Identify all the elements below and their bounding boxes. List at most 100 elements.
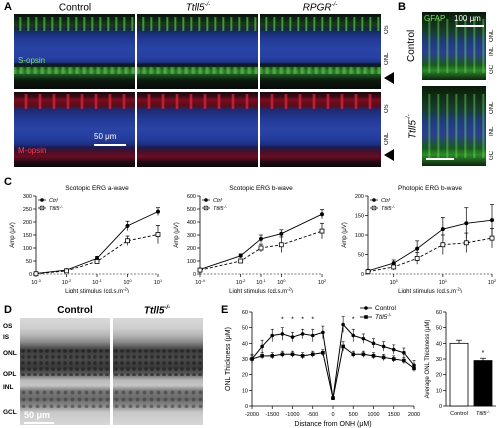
c2-title: Scotopic ERG b-wave bbox=[229, 185, 293, 192]
c2-y-tick-label: 300 bbox=[187, 233, 196, 239]
c2-x-tick-label: 100 bbox=[277, 279, 285, 286]
e1-y-label: ONL Thickness (μM) bbox=[225, 327, 232, 391]
c2-legend-ctrl-text: Ctrl bbox=[213, 198, 222, 204]
e1-x-tick-label: 2000 bbox=[408, 412, 420, 418]
c3-y-tick-label: 50 bbox=[358, 253, 364, 259]
c3-y-label: Amp (μV) bbox=[342, 222, 348, 247]
panel-a-scalebar-text: 50 μm bbox=[94, 132, 117, 141]
e1-legend-control-marker bbox=[364, 306, 368, 310]
c1-x-tick-label: 100 bbox=[123, 279, 131, 286]
c1-series-1-point bbox=[155, 232, 161, 237]
histology-ttll5-image bbox=[113, 318, 203, 425]
gfap-label: GFAP bbox=[424, 14, 446, 23]
e1-series-1-line bbox=[251, 345, 415, 399]
c1-series-1-line bbox=[35, 234, 159, 275]
c3-series-1-point bbox=[489, 235, 495, 241]
e1-series-0-point bbox=[402, 350, 406, 355]
arrowhead-bottom-icon bbox=[384, 149, 394, 161]
e2-y-tick-label: 20 bbox=[436, 373, 442, 379]
c1-series-0-point bbox=[156, 209, 160, 214]
e1-x-tick-label: 0 bbox=[331, 412, 334, 418]
e1-legend-ko-text: Ttll5-/- bbox=[375, 312, 392, 321]
b-layer-onl-top: ONL bbox=[489, 29, 495, 42]
c3-series-0-point bbox=[415, 246, 420, 251]
c2-y-tick-label: 500 bbox=[187, 207, 196, 213]
histology-control-image: 50 μm bbox=[20, 318, 110, 425]
c1-title: Scotopic ERG a-wave bbox=[65, 185, 129, 192]
e1-series-0-point bbox=[310, 333, 315, 338]
e1-y-tick-label: 60 bbox=[242, 310, 248, 316]
c1-legend-ctrl-text: Ctrl bbox=[49, 198, 58, 204]
c1-series-1-point bbox=[94, 259, 100, 264]
e1-x-tick-label: -1500 bbox=[265, 412, 279, 418]
e1-series-0-point bbox=[391, 347, 396, 352]
e2-y-tick-label: 30 bbox=[436, 357, 442, 363]
e1-y-tick-label: 30 bbox=[242, 357, 248, 363]
b-layer-onl-bottom: ONL bbox=[489, 101, 495, 114]
e1-series-0-point bbox=[381, 344, 386, 349]
d-layer-os: OS bbox=[3, 323, 13, 330]
e1-series-0-point bbox=[341, 322, 345, 327]
e1-series-0-point bbox=[361, 336, 366, 341]
arrowhead-top-icon bbox=[384, 72, 394, 84]
e1-significance-star: * bbox=[281, 316, 284, 323]
e1-y-tick-label: 10 bbox=[242, 388, 248, 394]
c1-x-tick-label: 101 bbox=[154, 279, 162, 286]
c2-legend-ko-text: Ttll5-/- bbox=[213, 205, 228, 212]
c2-y-tick-label: 200 bbox=[187, 246, 196, 252]
c1-y-tick-label: 100 bbox=[23, 246, 32, 252]
c3-series-0-point bbox=[464, 221, 469, 226]
e1-series-1-point bbox=[310, 352, 315, 357]
c1-legend-ko-text: Ttll5-/- bbox=[49, 205, 64, 212]
b-layer-inl-top: INL bbox=[489, 46, 495, 56]
b-layer-inl-bottom: INL bbox=[489, 126, 495, 136]
e1-significance-star: * bbox=[352, 316, 355, 323]
c3-y-tick-label: 200 bbox=[355, 194, 364, 200]
e1-series-1-point bbox=[381, 355, 386, 360]
c1-y-tick-label: 250 bbox=[23, 207, 32, 213]
c1-series-1-point bbox=[33, 271, 39, 277]
e1-series-0-point bbox=[270, 333, 275, 338]
c1-y-tick-label: 50 bbox=[26, 259, 32, 265]
e1-series-1-point bbox=[412, 366, 416, 371]
c2-x-tick-label: 10-4 bbox=[195, 279, 205, 286]
panel-b-scalebar-top bbox=[456, 25, 484, 27]
e1-legend-ko-marker bbox=[364, 315, 368, 319]
layer-os-bottom: OS bbox=[384, 104, 390, 113]
panel-d-label: D bbox=[4, 304, 12, 316]
e1-series-1-point bbox=[371, 354, 376, 358]
c3-series-1-point bbox=[463, 240, 469, 246]
e1-series-1-point bbox=[391, 357, 396, 361]
c3-series-1-point bbox=[365, 269, 371, 275]
panel-d-scalebar bbox=[24, 422, 54, 424]
c2-y-label: Amp (μV) bbox=[174, 222, 180, 247]
c1-series-1-point bbox=[125, 238, 130, 244]
c2-series-1-point bbox=[278, 242, 284, 248]
panel-a-col-rpgr: RPGR-/- bbox=[302, 2, 338, 14]
e2-category-label-1: Ttll5-/- bbox=[476, 410, 491, 417]
e2-bar-1 bbox=[473, 360, 493, 407]
e1-x-tick-label: 1500 bbox=[388, 412, 400, 418]
c2-series-0-point bbox=[238, 253, 243, 258]
panel-d-scalebar-text: 50 μm bbox=[24, 410, 51, 420]
c1-series-0-point bbox=[125, 223, 130, 228]
e1-x-label: Distance from ONH (μM) bbox=[294, 421, 371, 428]
c1-y-tick-label: 150 bbox=[23, 233, 32, 239]
e1-series-0-line bbox=[251, 323, 415, 399]
s-opsin-label: S-opsin bbox=[18, 56, 46, 65]
c2-y-tick-label: 600 bbox=[187, 194, 196, 200]
c2-series-0-point bbox=[259, 236, 263, 241]
c3-x-tick-label: 101 bbox=[439, 279, 447, 286]
d-layer-opl: OPL bbox=[3, 371, 17, 378]
m-opsin-ttll5-image bbox=[137, 92, 258, 167]
e1-series-1-point bbox=[351, 352, 356, 357]
panel-d-col-control: Control bbox=[57, 305, 93, 316]
e2-category-label-0: Control bbox=[450, 411, 468, 417]
c3-legend-ctrl-text: Ctrl bbox=[381, 198, 390, 204]
m-opsin-rpgr-image bbox=[260, 92, 381, 167]
c2-series-1-point bbox=[197, 267, 203, 273]
c2-y-tick-label: 0 bbox=[193, 272, 196, 278]
c3-series-1-point bbox=[414, 256, 420, 261]
c3-y-tick-label: 0 bbox=[361, 272, 364, 278]
e2-y-tick-label: 60 bbox=[436, 310, 442, 316]
